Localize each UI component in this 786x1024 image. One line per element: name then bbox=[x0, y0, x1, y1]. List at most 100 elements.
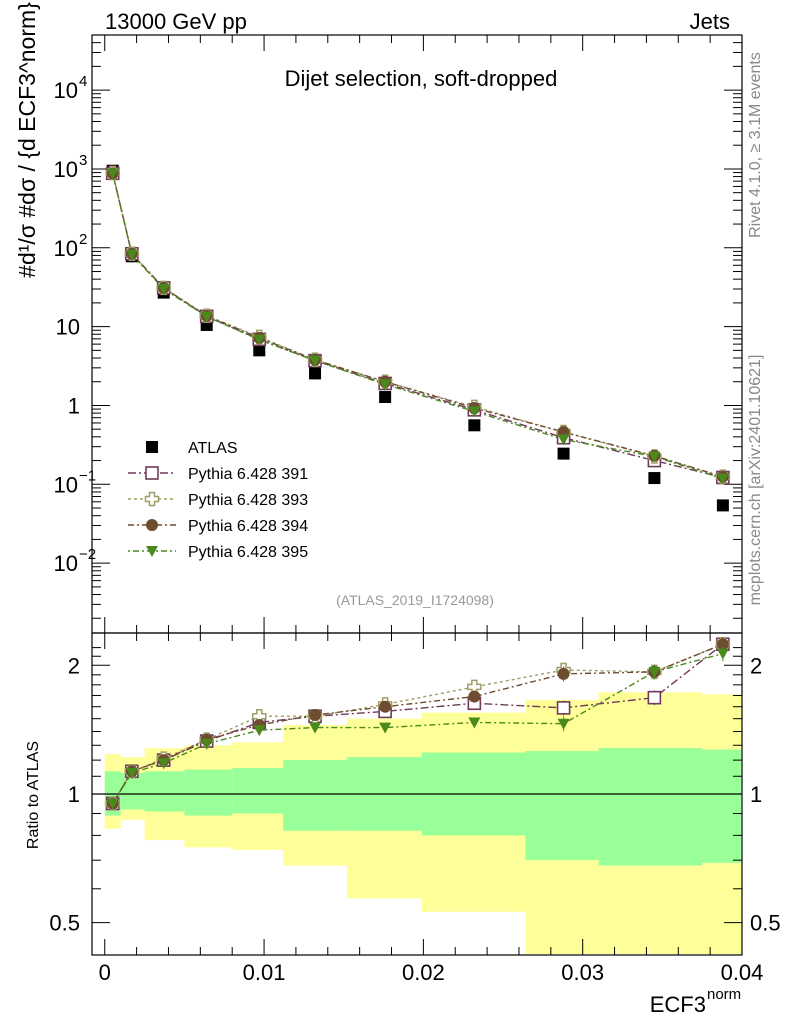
ratio-line-3 bbox=[112, 652, 724, 804]
x-tick-label-3: 0.03 bbox=[561, 960, 604, 985]
band-inner-1 bbox=[120, 772, 145, 810]
ratio-y-tick-label-left-0: 0.5 bbox=[49, 911, 80, 936]
main-point-0-7 bbox=[468, 419, 481, 432]
ratio-line-1 bbox=[112, 643, 724, 804]
main-point-4-7 bbox=[468, 406, 481, 418]
y-tick-label-base: 10 bbox=[54, 472, 78, 497]
band-inner-8 bbox=[525, 751, 599, 861]
y-tick-label-2: 1 bbox=[68, 393, 80, 418]
main-point-4-6 bbox=[379, 379, 392, 391]
ratio-point-3-0 bbox=[106, 798, 119, 810]
y-tick-label-text: 1 bbox=[68, 393, 80, 418]
y-tick-label-base: 10 bbox=[54, 551, 78, 576]
x-axis-label-sup: norm bbox=[707, 986, 741, 1003]
ratio-y-tick-label-left-1: 1 bbox=[68, 782, 80, 807]
main-point-4-1 bbox=[125, 249, 138, 261]
legend-entry-3: Pythia 6.428 394 bbox=[128, 518, 308, 535]
chart-title: Dijet selection, soft-dropped bbox=[285, 66, 558, 91]
x-axis-label-text: ECF3 bbox=[650, 992, 706, 1017]
main-point-0-5 bbox=[309, 367, 322, 380]
ratio-y-tick-label-right-0: 0.5 bbox=[750, 911, 781, 936]
main-point-0-8 bbox=[557, 447, 570, 460]
x-tick-label-4: 0.04 bbox=[721, 960, 764, 985]
legend-marker bbox=[146, 441, 158, 453]
band-inner-2 bbox=[144, 771, 185, 812]
ratio-point-2-7 bbox=[468, 690, 481, 703]
main-point-4-2 bbox=[157, 284, 170, 296]
ratio-point-3-1 bbox=[125, 767, 138, 779]
ratio-point-3-5 bbox=[309, 722, 322, 734]
main-ylabel: #d¹/σ #dσ / {d ECF3^norm} bbox=[14, 2, 40, 278]
ratio-point-3-9 bbox=[648, 666, 661, 678]
ratio-point-3-3 bbox=[200, 738, 213, 750]
main-point-4-3 bbox=[200, 311, 213, 323]
mcplots-credit: mcplots.cern.ch [arXiv:2401.10621] bbox=[747, 355, 764, 606]
legend-entry-4: Pythia 6.428 395 bbox=[128, 544, 308, 561]
ratio-point-0-8 bbox=[556, 701, 571, 715]
x-tick-label-1: 0.01 bbox=[243, 960, 286, 985]
ratio-point-3-8 bbox=[557, 718, 570, 730]
analysis-id: (ATLAS_2019_I1724098) bbox=[336, 592, 494, 608]
ratio-point-3-4 bbox=[253, 725, 266, 737]
legend-marker bbox=[144, 491, 160, 507]
main-point-0-10 bbox=[716, 499, 729, 512]
x-axis-label: ECF3 norm bbox=[650, 986, 741, 1017]
legend-entry-2: Pythia 6.428 393 bbox=[128, 491, 308, 509]
ratio-point-0-9 bbox=[647, 690, 662, 705]
x-tick-label-0: 0 bbox=[99, 960, 111, 985]
header-left: 13000 GeV pp bbox=[105, 9, 247, 34]
main-point-0-6 bbox=[379, 391, 392, 404]
header-right: Jets bbox=[690, 9, 730, 34]
y-tick-label-5: 10 3 bbox=[54, 152, 88, 182]
rivet-credit: Rivet 4.1.0, ≥ 3.1M events bbox=[747, 52, 764, 238]
ratio-panel: 0 0.01 0.02 0.03 0.04 0.5 0.5 1 1 2 2 bbox=[49, 632, 781, 985]
y-tick-label-3: 10 bbox=[56, 315, 80, 340]
ratio-point-3-6 bbox=[379, 722, 392, 734]
ratio-y-tick-label-right-2: 2 bbox=[750, 653, 762, 678]
ratio-y-tick-label-right-1: 1 bbox=[750, 782, 762, 807]
legend-marker bbox=[146, 519, 158, 531]
main-point-0-4 bbox=[253, 344, 266, 357]
y-tick-label-exp: −1 bbox=[79, 467, 96, 484]
main-point-4-8 bbox=[557, 434, 570, 446]
ratio-point-3-2 bbox=[157, 758, 170, 770]
legend-marker bbox=[145, 466, 159, 480]
y-tick-label-6: 10 4 bbox=[54, 73, 88, 103]
band-inner-4 bbox=[232, 768, 284, 814]
legend-entry-1: Pythia 6.428 391 bbox=[128, 466, 308, 483]
main-point-4-5 bbox=[309, 355, 322, 367]
main-point-4-9 bbox=[648, 451, 661, 463]
ratio-point-2-6 bbox=[379, 700, 392, 713]
ratio-point-2-10 bbox=[716, 638, 729, 651]
y-tick-label-4: 10 2 bbox=[54, 231, 88, 261]
legend-entry-0: ATLAS bbox=[146, 440, 238, 457]
main-point-0-9 bbox=[648, 472, 661, 485]
y-tick-label-text: 10 bbox=[56, 315, 80, 340]
x-tick-label-2: 0.02 bbox=[402, 960, 445, 985]
y-tick-label-exp: 2 bbox=[79, 231, 87, 248]
ratio-point-3-7 bbox=[468, 717, 481, 729]
y-tick-label-exp: 4 bbox=[79, 73, 87, 90]
legend-label: Pythia 6.428 391 bbox=[188, 466, 308, 483]
main-ylabel-text: #d¹/σ #dσ / {d ECF3^norm} bbox=[14, 2, 40, 278]
main-point-4-0 bbox=[106, 168, 119, 180]
ratio-line-2 bbox=[112, 643, 724, 804]
legend-label: Pythia 6.428 393 bbox=[188, 492, 308, 509]
y-tick-label-exp: −2 bbox=[79, 546, 96, 563]
legend-label: Pythia 6.428 394 bbox=[188, 518, 308, 535]
ratio-ylabel: Ratio to ATLAS bbox=[25, 741, 42, 849]
band-inner-5 bbox=[283, 760, 347, 831]
legend-marker bbox=[146, 546, 158, 557]
y-tick-label-base: 10 bbox=[54, 78, 78, 103]
legend-label: Pythia 6.428 395 bbox=[188, 544, 308, 561]
band-inner-9 bbox=[598, 748, 703, 866]
y-tick-label-0: 10 −2 bbox=[54, 546, 97, 576]
legend: ATLAS Pythia 6.428 391 Pythia 6.428 393 Pyt… bbox=[128, 440, 308, 561]
y-tick-label-base: 10 bbox=[54, 236, 78, 261]
ratio-point-2-5 bbox=[309, 709, 322, 722]
y-tick-label-exp: 3 bbox=[79, 152, 87, 169]
ratio-y-tick-label-left-2: 2 bbox=[68, 653, 80, 678]
main-point-4-10 bbox=[716, 473, 729, 485]
